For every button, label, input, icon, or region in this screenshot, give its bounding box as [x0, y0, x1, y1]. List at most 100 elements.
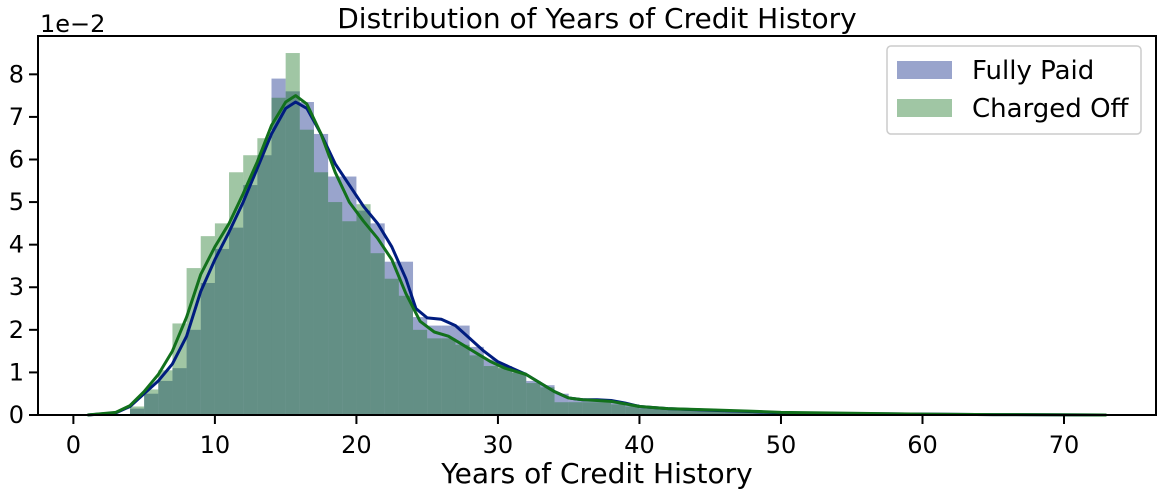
- legend-label-charged-off: Charged Off: [972, 94, 1130, 124]
- x-tick-label: 70: [1049, 431, 1080, 459]
- axes-frame: [37, 35, 1157, 416]
- hist-bar-fully-paid: [512, 372, 527, 415]
- y-offset-label: 1e−2: [40, 10, 105, 38]
- hist-bar-fully-paid: [342, 176, 357, 415]
- hist-bar-fully-paid: [229, 227, 244, 415]
- hist-bar-charged-off: [469, 355, 484, 415]
- hist-bar-charged-off: [243, 155, 258, 415]
- hist-bar-fully-paid: [540, 385, 555, 415]
- hist-bar-fully-paid: [285, 91, 300, 415]
- hist-bar-fully-paid: [313, 133, 329, 415]
- hist-bar-charged-off: [398, 295, 414, 415]
- hist-bar-charged-off: [455, 344, 470, 415]
- hist-bar-fully-paid: [611, 402, 626, 415]
- legend: Fully Paid Charged Off: [886, 45, 1142, 135]
- hist-bar-charged-off: [568, 402, 583, 415]
- hist-bar-fully-paid: [497, 368, 513, 415]
- hist-bar-fully-paid: [129, 408, 145, 415]
- hist-bar-charged-off: [229, 172, 244, 415]
- hist-bar-fully-paid: [696, 410, 725, 415]
- hist-bar-charged-off: [483, 366, 498, 415]
- hist-bar-fully-paid: [299, 102, 314, 415]
- hist-bar-charged-off: [724, 411, 753, 415]
- hist-bar-charged-off: [526, 383, 541, 415]
- hist-bar-charged-off: [427, 338, 442, 415]
- x-tick-label: 10: [200, 431, 231, 459]
- hist-bar-fully-paid: [582, 400, 597, 415]
- y-tick-label: 2: [9, 316, 24, 344]
- hist-bar-charged-off: [285, 53, 300, 416]
- x-tick-label: 50: [766, 431, 797, 459]
- hist-bar-fully-paid: [271, 78, 286, 416]
- hist-bar-fully-paid: [625, 404, 640, 415]
- hist-bar-charged-off: [186, 268, 201, 415]
- y-tick-label: 3: [9, 273, 24, 301]
- x-axis-ticks: 0 10 20 30 40 50 60 70: [66, 415, 1080, 459]
- hist-bar-fully-paid: [158, 380, 173, 415]
- x-tick-label: 60: [907, 431, 938, 459]
- hist-bar-fully-paid: [328, 176, 343, 415]
- legend-box: [886, 45, 1142, 135]
- hist-bar-fully-paid: [214, 248, 230, 415]
- hist-bar-charged-off: [214, 223, 230, 415]
- hist-bar-fully-paid: [384, 261, 399, 415]
- hist-bar-charged-off: [667, 409, 697, 415]
- hist-bar-charged-off: [512, 372, 527, 415]
- hist-bar-fully-paid: [469, 346, 484, 415]
- y-tick-label: 8: [9, 60, 24, 88]
- x-tick-label: 0: [66, 431, 81, 459]
- kde-layer: [87, 94, 1107, 417]
- y-tick-label: 1: [9, 358, 24, 386]
- y-tick-label: 7: [9, 103, 24, 131]
- hist-bar-fully-paid: [172, 368, 187, 415]
- y-tick-label: 0: [9, 401, 24, 429]
- hist-bar-fully-paid: [200, 282, 215, 415]
- legend-swatch-fully-paid: [897, 61, 952, 79]
- hist-bar-fully-paid: [597, 400, 612, 415]
- hist-bar-fully-paid: [639, 407, 668, 415]
- hist-bar-fully-paid: [257, 155, 272, 415]
- x-axis-label: Years of Credit History: [440, 457, 752, 490]
- hist-bar-charged-off: [313, 172, 329, 415]
- hist-bar-charged-off: [540, 387, 555, 415]
- hist-bar-charged-off: [370, 253, 385, 415]
- hist-bar-charged-off: [554, 402, 569, 415]
- hist-bar-charged-off: [129, 406, 145, 415]
- hist-bar-charged-off: [582, 402, 597, 415]
- kde-line-charged-off: [87, 94, 1107, 417]
- hist-bar-charged-off: [611, 404, 626, 415]
- hist-bar-fully-paid: [186, 329, 201, 415]
- hist-bar-charged-off: [342, 221, 357, 415]
- hist-bar-fully-paid: [667, 409, 697, 415]
- hist-bar-fully-paid: [144, 393, 159, 415]
- hist-bar-fully-paid: [554, 393, 569, 415]
- hist-bar-charged-off: [441, 338, 456, 415]
- hist-bar-fully-paid: [483, 359, 498, 415]
- hist-bar-charged-off: [413, 329, 428, 415]
- hist-bar-charged-off: [299, 129, 314, 415]
- hist-bar-fully-paid: [427, 325, 442, 415]
- legend-label-fully-paid: Fully Paid: [972, 56, 1094, 86]
- hist-bar-charged-off: [328, 202, 343, 415]
- hist-bar-fully-paid: [413, 317, 428, 415]
- hist-bar-charged-off: [384, 278, 399, 415]
- y-axis-ticks: 0 1 2 3 4 5 6 7 8: [9, 60, 38, 429]
- hist-bar-charged-off: [271, 97, 286, 415]
- hist-bar-charged-off: [144, 389, 159, 415]
- y-tick-label: 5: [9, 188, 24, 216]
- hist-bar-charged-off: [497, 366, 513, 415]
- hist-bar-charged-off: [356, 204, 371, 415]
- y-tick-label: 6: [9, 145, 24, 173]
- hist-bar-charged-off: [639, 408, 668, 415]
- hist-bar-charged-off: [257, 138, 272, 415]
- legend-swatch-charged-off: [897, 99, 952, 117]
- hist-bar-charged-off: [696, 410, 725, 415]
- hist-bar-fully-paid: [526, 380, 541, 415]
- hist-bar-fully-paid: [356, 210, 371, 415]
- hist-bar-fully-paid: [724, 411, 753, 415]
- x-tick-label: 40: [624, 431, 655, 459]
- x-tick-label: 30: [483, 431, 514, 459]
- y-tick-label: 4: [9, 231, 24, 259]
- hist-bar-fully-paid: [370, 223, 385, 415]
